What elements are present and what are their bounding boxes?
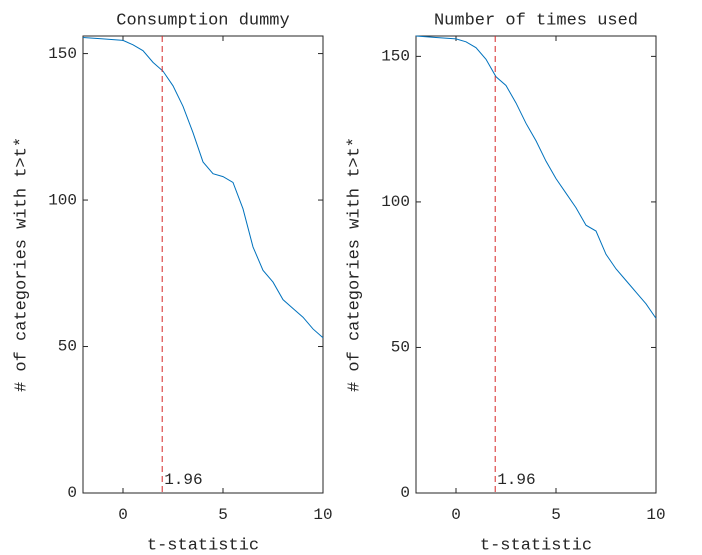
x-tick-label: 5 [218,506,228,524]
x-tick-label: 5 [551,506,561,524]
data-line [415,35,657,319]
data-line [82,36,324,339]
y-tick-label: 100 [381,193,410,211]
axes-box [415,35,657,494]
y-tick-label: 150 [381,48,410,66]
y-tick-label: 100 [48,191,77,209]
y-tick-label: 0 [67,484,77,502]
y-tick-label: 0 [400,484,410,502]
x-tick-label: 10 [313,506,332,524]
x-tick-label: 0 [451,506,461,524]
y-axis-label: # of categories with t>t* [12,137,31,392]
y-tick-label: 150 [48,45,77,63]
y-axis-label: # of categories with t>t* [345,137,364,392]
threshold-label: 1.96 [164,471,202,489]
threshold-label: 1.96 [497,471,535,489]
chart-title: Number of times used [434,11,638,30]
x-tick-label: 10 [646,506,665,524]
y-tick-label: 50 [391,339,410,357]
x-axis-label: t-statistic [480,536,592,555]
y-tick-label: 50 [58,338,77,356]
axes-box [82,35,324,494]
x-axis-label: t-statistic [147,536,259,555]
x-tick-label: 0 [118,506,128,524]
chart-title: Consumption dummy [116,11,289,30]
